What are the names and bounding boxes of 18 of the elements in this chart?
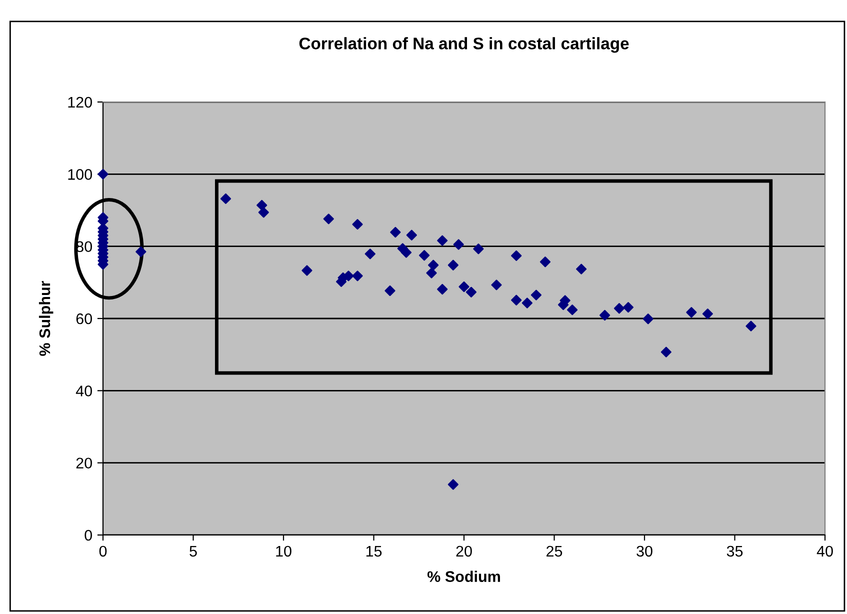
- x-axis-title: % Sodium: [427, 570, 500, 582]
- y-tick-label: 60: [76, 313, 92, 324]
- x-tick-label: 25: [546, 546, 562, 557]
- y-tick-label: 40: [76, 386, 92, 396]
- chart-title: Correlation of Na and S in costal cartilage: [299, 37, 629, 53]
- x-tick-label: 15: [366, 546, 382, 557]
- x-tick-label: 40: [816, 546, 833, 557]
- y-tick-label: 100: [68, 169, 92, 180]
- y-tick-label: 0: [84, 530, 92, 541]
- y-tick-label: 120: [68, 96, 92, 108]
- y-axis-title: % Sulphur: [38, 280, 54, 356]
- x-tick-label: 10: [276, 546, 292, 557]
- y-tick-label: 20: [76, 458, 92, 469]
- x-tick-label: 0: [99, 546, 107, 557]
- x-tick-label: 30: [636, 546, 652, 557]
- x-tick-label: 20: [456, 546, 472, 557]
- x-tick-label: 35: [726, 546, 743, 557]
- x-tick-label: 5: [190, 546, 197, 557]
